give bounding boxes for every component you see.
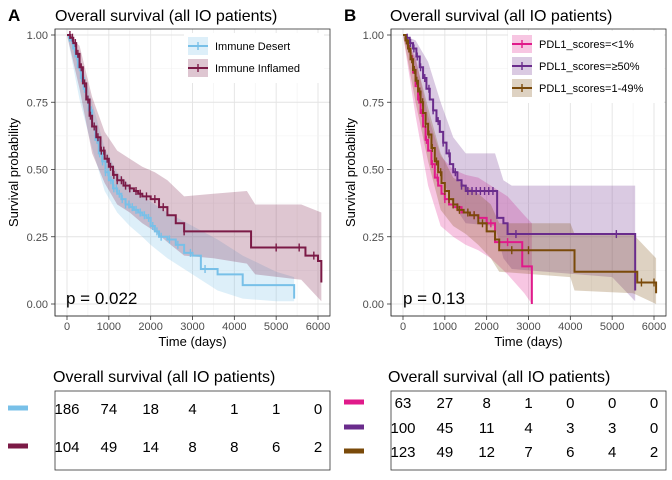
y-tick-label: 0.25 xyxy=(363,232,384,244)
risk-table-title: Overall survival (all IO patients) xyxy=(388,369,610,386)
chart-title: Overall survival (all IO patients) xyxy=(55,8,277,25)
y-tick-label: 0.75 xyxy=(27,97,48,109)
risk-count: 12 xyxy=(478,444,495,461)
legend-label: PDL1_scores=<1% xyxy=(539,39,634,51)
risk-count: 11 xyxy=(479,420,495,437)
risk-count: 74 xyxy=(100,401,117,418)
ci-band-1 xyxy=(67,35,322,302)
risk-table-title: Overall survival (all IO patients) xyxy=(53,369,275,386)
x-tick-label: 6000 xyxy=(306,321,330,333)
survival-curve-1 xyxy=(67,34,323,283)
p-value-annotation: p = 0.13 xyxy=(403,289,465,308)
risk-count: 123 xyxy=(390,444,415,461)
legend: Immune Desert Immune Inflamed xyxy=(184,33,324,83)
risk-count: 186 xyxy=(54,401,79,418)
risk-count: 0 xyxy=(566,395,574,412)
risk-count: 0 xyxy=(650,395,658,412)
x-axis-label: Time (days) xyxy=(494,334,562,349)
panel-label: A xyxy=(8,6,20,25)
risk-count: 49 xyxy=(436,444,453,461)
x-tick-label: 0 xyxy=(64,321,70,333)
y-tick-label: 0.75 xyxy=(363,97,384,109)
legend-box xyxy=(508,31,664,103)
y-axis-label: Survival probability xyxy=(6,117,21,227)
y-tick-label: 0.25 xyxy=(27,232,48,244)
risk-count: 18 xyxy=(142,401,159,418)
x-tick-label: 4000 xyxy=(222,321,246,333)
y-tick-label: 0.50 xyxy=(363,165,384,177)
risk-count: 1 xyxy=(230,401,238,418)
ci-band-0 xyxy=(403,35,532,304)
x-tick-label: 1000 xyxy=(433,321,457,333)
x-axis-label: Time (days) xyxy=(158,334,226,349)
risk-count: 100 xyxy=(390,420,415,437)
panel-b: B Overall survival (all IO patients)0 1000… xyxy=(343,6,667,471)
risk-count: 6 xyxy=(566,444,574,461)
risk-count: 8 xyxy=(230,439,238,456)
risk-count: 0 xyxy=(314,401,322,418)
risk-count: 63 xyxy=(395,395,412,412)
y-tick-label: 0.00 xyxy=(27,299,48,311)
panel-label: B xyxy=(344,6,356,25)
legend-label: PDL1_scores=≥50% xyxy=(539,61,640,73)
risk-table-box xyxy=(390,390,667,471)
risk-count: 0 xyxy=(650,420,658,437)
x-tick-label: 0 xyxy=(400,321,406,333)
survival-curve-2 xyxy=(403,34,658,294)
legend-label: Immune Inflamed xyxy=(215,63,300,75)
risk-table: Overall survival (all IO patients)186 74 1… xyxy=(8,369,331,471)
risk-count: 0 xyxy=(608,395,616,412)
x-tick-label: 3000 xyxy=(180,321,204,333)
risk-table: Overall survival (all IO patients)63 27 8 1… xyxy=(344,369,667,471)
risk-table-box xyxy=(54,390,331,471)
risk-count: 6 xyxy=(272,439,280,456)
x-tick-label: 1000 xyxy=(97,321,121,333)
chart-title: Overall survival (all IO patients) xyxy=(390,8,612,25)
legend: PDL1_scores=<1% PDL1_scores=≥50% PDL1_scor… xyxy=(508,31,664,103)
x-tick-label: 5000 xyxy=(600,321,624,333)
ci-band-2 xyxy=(403,35,657,304)
survival-curve-1 xyxy=(403,34,637,291)
risk-count: 7 xyxy=(524,444,532,461)
x-tick-label: 2000 xyxy=(138,321,162,333)
y-axis-label: Survival probability xyxy=(343,117,358,227)
risk-count: 2 xyxy=(314,439,322,456)
x-tick-label: 4000 xyxy=(558,321,582,333)
risk-count: 8 xyxy=(482,395,490,412)
y-tick-label: 0.00 xyxy=(363,299,384,311)
risk-count: 4 xyxy=(524,420,532,437)
x-tick-label: 3000 xyxy=(516,321,540,333)
risk-count: 49 xyxy=(100,439,117,456)
risk-count: 1 xyxy=(272,401,280,418)
y-tick-label: 1.00 xyxy=(27,30,48,42)
panel-a: A Overall survival (all IO patients) 0 1000… xyxy=(6,6,331,471)
legend-box xyxy=(184,33,324,83)
risk-count: 14 xyxy=(142,439,159,456)
p-value-annotation: p = 0.022 xyxy=(66,289,137,308)
y-tick-label: 0.50 xyxy=(27,165,48,177)
risk-count: 4 xyxy=(188,401,196,418)
legend-label: PDL1_scores=1-49% xyxy=(539,83,643,95)
risk-count: 27 xyxy=(436,395,453,412)
risk-count: 45 xyxy=(436,420,453,437)
x-tick-label: 2000 xyxy=(474,321,498,333)
risk-count: 104 xyxy=(54,439,79,456)
risk-count: 2 xyxy=(650,444,658,461)
risk-count: 3 xyxy=(566,420,574,437)
y-tick-label: 1.00 xyxy=(363,30,384,42)
legend-label: Immune Desert xyxy=(215,41,290,53)
risk-count: 1 xyxy=(524,395,532,412)
risk-count: 3 xyxy=(608,420,616,437)
risk-count: 4 xyxy=(608,444,616,461)
risk-count: 8 xyxy=(188,439,196,456)
x-tick-label: 5000 xyxy=(264,321,288,333)
x-tick-label: 6000 xyxy=(642,321,666,333)
